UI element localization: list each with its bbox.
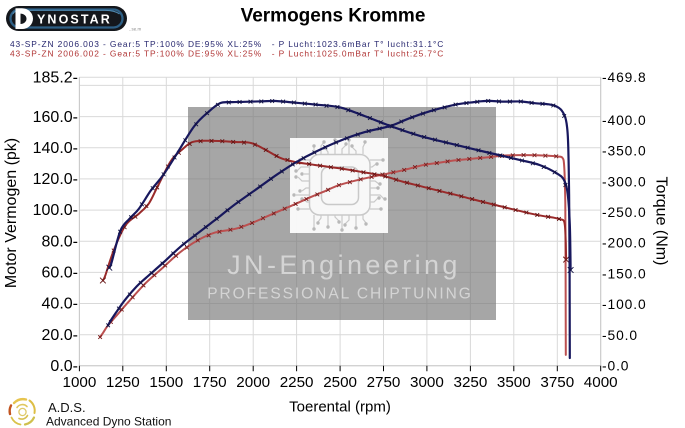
svg-text:40.0-: 40.0- <box>42 296 78 313</box>
svg-text:Advanced Dyno Station: Advanced Dyno Station <box>46 415 171 428</box>
svg-text:3750: 3750 <box>540 374 574 391</box>
svg-text:-150.0: -150.0 <box>602 266 647 281</box>
svg-text:2500: 2500 <box>323 374 357 391</box>
svg-text:43-SP-ZN 2006.002 - Gear:5 TP:: 43-SP-ZN 2006.002 - Gear:5 TP:100% DE:95… <box>10 49 444 59</box>
svg-text:1250: 1250 <box>106 374 140 391</box>
svg-text:4000: 4000 <box>584 374 618 391</box>
svg-text:1500: 1500 <box>149 374 183 391</box>
svg-text:JN-Engineering: JN-Engineering <box>227 250 461 280</box>
svg-text:3000: 3000 <box>410 374 444 391</box>
svg-text:Torque (Nm): Torque (Nm) <box>653 177 670 266</box>
svg-text:A.D.S.: A.D.S. <box>48 400 86 415</box>
svg-text:-350.0: -350.0 <box>602 144 647 159</box>
svg-text:140.0-: 140.0- <box>33 140 78 157</box>
svg-text:2000: 2000 <box>236 374 270 391</box>
svg-text:80.0-: 80.0- <box>42 233 78 250</box>
svg-text:Toerental (rpm): Toerental (rpm) <box>289 399 391 416</box>
svg-text:..se.m: ..se.m <box>129 27 142 32</box>
svg-text:-100.0: -100.0 <box>602 297 647 312</box>
svg-text:3500: 3500 <box>497 374 531 391</box>
svg-text:-250.0: -250.0 <box>602 205 647 220</box>
svg-text:60.0-: 60.0- <box>42 265 78 282</box>
svg-text:185.2-: 185.2- <box>33 70 78 87</box>
svg-text:YNOSTAR: YNOSTAR <box>37 13 112 27</box>
svg-text:-400.0: -400.0 <box>602 113 647 128</box>
svg-text:Vermogens Kromme: Vermogens Kromme <box>241 6 426 27</box>
svg-text:20.0-: 20.0- <box>42 327 78 344</box>
svg-text:100.0-: 100.0- <box>33 202 78 219</box>
svg-text:PROFESSIONAL CHIPTUNING: PROFESSIONAL CHIPTUNING <box>207 286 473 303</box>
svg-text:120.0-: 120.0- <box>33 171 78 188</box>
svg-text:-300.0: -300.0 <box>602 174 647 189</box>
svg-text:1750: 1750 <box>193 374 227 391</box>
svg-text:160.0-: 160.0- <box>33 109 78 126</box>
svg-text:1000: 1000 <box>63 374 97 391</box>
svg-text:43-SP-ZN 2006.003 - Gear:5 TP:: 43-SP-ZN 2006.003 - Gear:5 TP:100% DE:95… <box>10 39 444 49</box>
svg-text:0.0-: 0.0- <box>50 358 78 375</box>
svg-text:2250: 2250 <box>280 374 314 391</box>
svg-text:3250: 3250 <box>454 374 488 391</box>
svg-text:-469.8: -469.8 <box>602 70 647 85</box>
svg-text:-50.0: -50.0 <box>602 328 638 343</box>
svg-text:-200.0: -200.0 <box>602 236 647 251</box>
svg-text:-0.0: -0.0 <box>602 359 629 374</box>
svg-text:2750: 2750 <box>367 374 401 391</box>
svg-text:Motor Vermogen (pk): Motor Vermogen (pk) <box>3 138 20 288</box>
